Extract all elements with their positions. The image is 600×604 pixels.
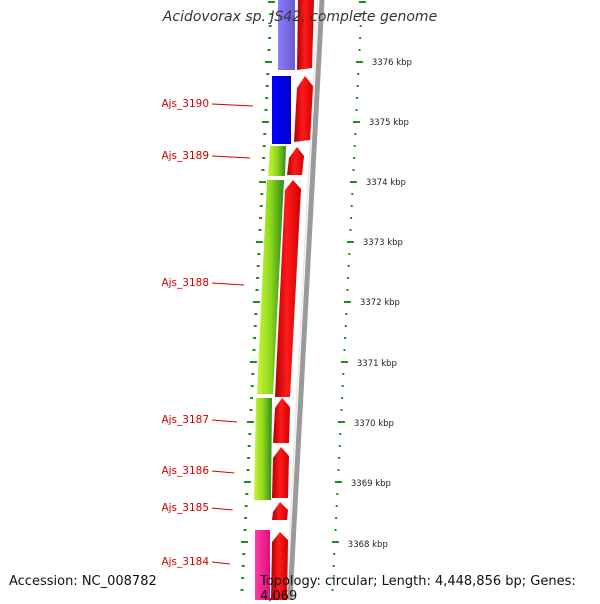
scale-label: 3369 kbp xyxy=(351,479,391,489)
gene-label-text: Ajs_3190 xyxy=(161,98,209,110)
gene-leader-line xyxy=(211,282,244,286)
forward-gene xyxy=(297,0,314,70)
scale-label: 3376 kbp xyxy=(372,58,412,68)
scale-label: 3370 kbp xyxy=(354,419,394,429)
gene-label-text: Ajs_3184 xyxy=(161,556,209,568)
gene-ajs3189 xyxy=(268,146,286,176)
forward-gene-arrow xyxy=(272,447,289,498)
gene-leader-line xyxy=(211,155,251,159)
genome-backbone-highlight xyxy=(285,0,319,600)
forward-gene-arrow xyxy=(294,76,313,142)
scale-ticks xyxy=(240,1,366,591)
forward-gene-arrow xyxy=(271,532,288,600)
gene-label-text: Ajs_3186 xyxy=(161,465,209,477)
forward-gene-arrow xyxy=(273,398,290,443)
gene-label-ajs-3184: Ajs_3184 xyxy=(161,556,230,568)
reverse-strand-genes xyxy=(254,0,295,600)
gene-label-ajs-3187: Ajs_3187 xyxy=(161,414,238,426)
gene-label-ajs-3189: Ajs_3189 xyxy=(161,150,251,162)
gene-leader-line xyxy=(211,561,230,565)
forward-gene-arrow xyxy=(272,502,288,520)
gene-label-ajs-3185: Ajs_3185 xyxy=(161,502,233,514)
gene-label-ajs-3190: Ajs_3190 xyxy=(161,98,253,110)
gene-label-ajs-3188: Ajs_3188 xyxy=(161,277,244,289)
accession-text: Accession: NC_008782 xyxy=(9,574,157,589)
forward-gene-arrow xyxy=(275,180,301,397)
gene-label-ajs-3186: Ajs_3186 xyxy=(161,465,235,477)
gene-label-text: Ajs_3187 xyxy=(161,414,209,426)
gene-label-text: Ajs_3188 xyxy=(161,277,209,289)
gene-leader-line xyxy=(211,470,235,474)
gene-label-text: Ajs_3185 xyxy=(161,502,209,514)
forward-gene-arrow xyxy=(287,147,304,175)
gene-leader-line xyxy=(211,103,253,107)
gene-leader-line xyxy=(211,419,238,423)
gene-ajs3186 xyxy=(254,398,272,500)
forward-strand-genes xyxy=(271,0,314,600)
scale-label: 3374 kbp xyxy=(366,178,406,188)
gene-ajs3184 xyxy=(255,530,270,600)
gene-ajs3190 xyxy=(272,76,291,144)
gene-leader-line xyxy=(211,507,233,511)
gene-ajs3188 xyxy=(257,180,284,394)
gene-label-text: Ajs_3189 xyxy=(161,150,209,162)
scale-label: 3371 kbp xyxy=(357,359,397,369)
scale-label: 3373 kbp xyxy=(363,238,403,248)
scale-label: 3372 kbp xyxy=(360,298,400,308)
genome-backbone xyxy=(287,0,325,600)
scale-label: 3368 kbp xyxy=(348,540,388,550)
gene-lavender xyxy=(278,0,295,70)
scale-label: 3375 kbp xyxy=(369,118,409,128)
page-title: Acidovorax sp. JS42, complete genome xyxy=(162,9,438,25)
